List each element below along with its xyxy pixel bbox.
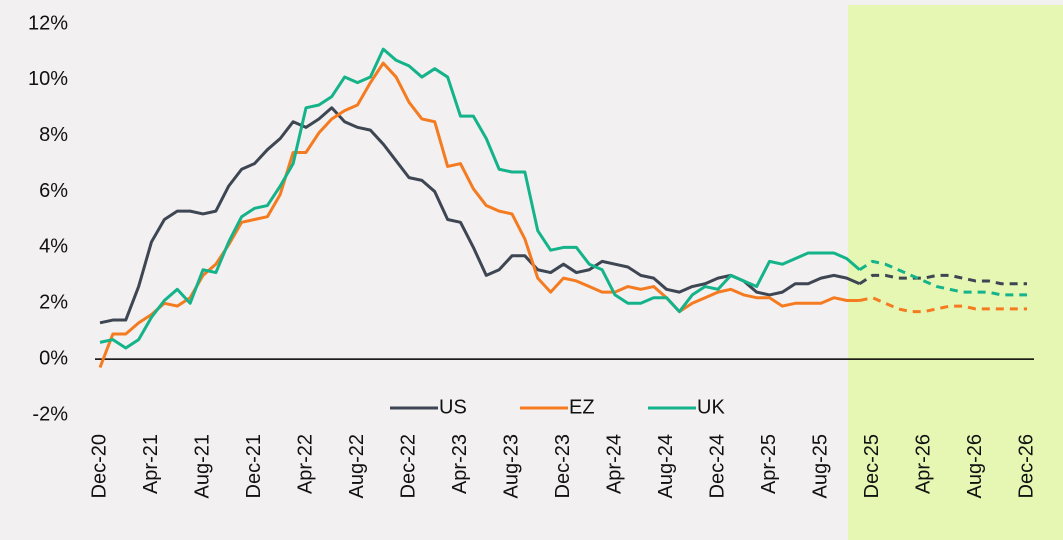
- series-line: [99, 47, 861, 350]
- x-tick-label: Dec-20: [88, 434, 110, 498]
- x-tick-label: Aug-21: [191, 434, 213, 499]
- x-tick-label: Aug-26: [964, 434, 986, 499]
- y-tick-label: 10%: [28, 68, 68, 90]
- x-tick-label: Aug-23: [500, 434, 522, 499]
- legend-label: UK: [697, 396, 725, 418]
- x-tick-label: Dec-23: [552, 434, 574, 498]
- forecast-region: [848, 5, 1063, 540]
- x-tick-label: Dec-26: [1015, 434, 1037, 498]
- x-tick-label: Dec-21: [243, 434, 265, 498]
- forecast-line: [859, 296, 1027, 314]
- x-tick-label: Aug-24: [655, 434, 677, 499]
- forecast-line: [858, 273, 1027, 286]
- x-tick-label: Dec-22: [397, 434, 419, 498]
- y-tick-label: 0%: [39, 347, 68, 369]
- forecast-line: [858, 259, 1027, 297]
- x-tick-label: Dec-24: [706, 434, 728, 498]
- x-tick-label: Apr-26: [912, 434, 934, 494]
- y-tick-label: 8%: [39, 124, 68, 146]
- x-tick-label: Apr-22: [294, 434, 316, 494]
- x-tick-label: Apr-23: [449, 434, 471, 494]
- y-tick-label: 4%: [39, 236, 68, 258]
- legend-label: US: [439, 396, 467, 418]
- y-tick-label: 12%: [28, 12, 68, 34]
- series-line: [99, 106, 861, 325]
- x-tick-label: Apr-25: [758, 434, 780, 494]
- y-tick-label: 2%: [39, 292, 68, 314]
- x-tick-label: Apr-21: [140, 434, 162, 494]
- y-tick-label: -2%: [32, 403, 68, 425]
- legend-label: EZ: [569, 396, 595, 418]
- x-tick-label: Aug-25: [809, 434, 831, 499]
- series-line: [98, 61, 860, 369]
- x-tick-label: Dec-25: [861, 434, 883, 498]
- x-tick-label: Aug-22: [346, 434, 368, 499]
- x-tick-label: Apr-24: [603, 434, 625, 494]
- y-tick-label: 6%: [39, 180, 68, 202]
